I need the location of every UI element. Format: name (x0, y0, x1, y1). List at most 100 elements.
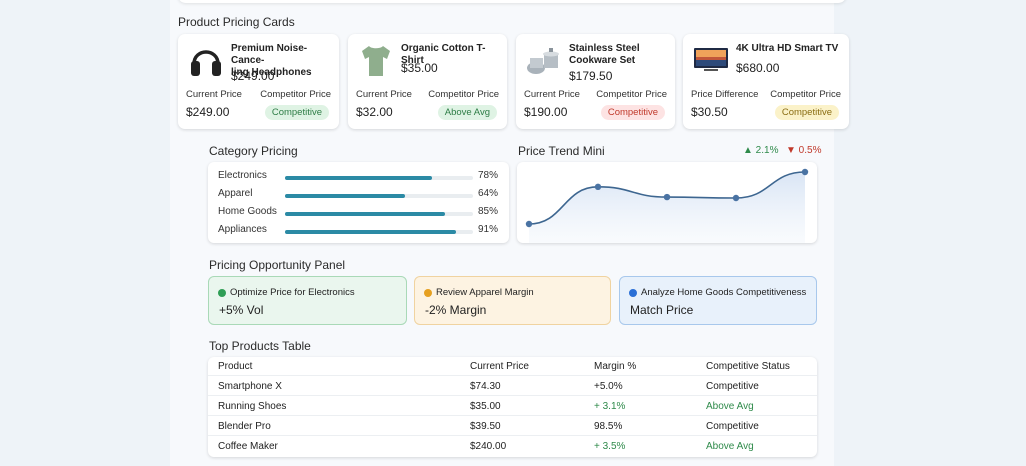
current-price-value: $32.00 (356, 105, 393, 119)
category-bar-fill (285, 230, 457, 234)
product-name: 4K Ultra HD Smart TV (736, 43, 839, 54)
opportunity-value: +5% Vol (219, 303, 264, 317)
price-trend-title: Price Trend Mini (518, 144, 605, 158)
category-pricing-title: Category Pricing (209, 144, 298, 158)
status-dot (424, 289, 432, 297)
opportunity-value: -2% Margin (425, 303, 487, 317)
status-badge: Above Avg (437, 105, 497, 120)
current-price-value: $249.00 (186, 105, 230, 119)
cell-product: Smartphone X (218, 381, 282, 392)
cell-margin: + 3.1% (594, 401, 626, 412)
header-competitive-status: Competitive Status (706, 361, 790, 372)
table-row[interactable]: Smartphone X $74.30 +5.0% Competitive (208, 377, 817, 396)
price-trend-box (517, 162, 817, 243)
headphones-icon (191, 50, 221, 76)
product-card-tshirt[interactable]: Organic Cotton T-Shirt $35.00 Current Pr… (348, 34, 507, 129)
category-label: Home Goods (218, 206, 277, 217)
trend-up-indicator: ▲ 2.1% (743, 145, 779, 156)
product-price: $35.00 (401, 61, 438, 75)
product-name: Stainless Steel Cookware Set (569, 43, 640, 66)
top-bar (178, 0, 846, 3)
opportunity-card-home-goods[interactable]: Analyze Home Goods Competitiveness Match… (619, 276, 817, 325)
category-bar-track (285, 194, 473, 198)
category-row-appliances: Appliances 91% (218, 224, 498, 238)
category-row-apparel: Apparel 64% (218, 188, 498, 202)
category-percent: 78% (477, 170, 498, 181)
category-bar-track (285, 230, 473, 234)
status-badge: Competitive (600, 105, 665, 120)
opportunity-card-electronics[interactable]: Optimize Price for Electronics +5% Vol (208, 276, 407, 325)
cell-status: Competitive (706, 381, 759, 392)
status-dot (218, 289, 226, 297)
category-row-electronics: Electronics 78% (218, 170, 498, 184)
cell-margin: + 3.5% (594, 441, 626, 452)
top-products-table: Product Current Price Margin % Competiti… (208, 357, 817, 457)
table-header: Product Current Price Margin % Competiti… (208, 357, 817, 376)
tshirt-icon (362, 46, 390, 76)
competitor-price-label: Competitor Price (428, 89, 499, 100)
trend-point (801, 168, 809, 176)
product-price: $680.00 (736, 61, 780, 75)
price-trend-chart (525, 168, 809, 243)
category-pricing-box: Electronics 78% Apparel 64% Home Goods 8… (208, 162, 509, 243)
cell-product: Coffee Maker (218, 441, 278, 452)
category-percent: 85% (477, 206, 498, 217)
category-label: Electronics (218, 170, 267, 181)
category-percent: 91% (477, 224, 498, 235)
cell-price: $35.00 (470, 401, 501, 412)
cell-margin: 98.5% (594, 421, 623, 432)
cookware-icon (527, 48, 559, 74)
trend-point (594, 183, 602, 191)
opportunity-value: Match Price (630, 303, 694, 317)
category-bar-track (285, 212, 473, 216)
product-price: $249.00 (231, 69, 275, 83)
cards-section-title: Product Pricing Cards (178, 15, 295, 29)
category-bar-track (285, 176, 473, 180)
current-price-label: Current Price (356, 89, 412, 100)
competitor-price-label: Competitor Price (770, 89, 841, 100)
cell-status: Above Avg (706, 441, 754, 452)
opportunity-title: Optimize Price for Electronics (230, 287, 355, 298)
opportunity-panel-title: Pricing Opportunity Panel (209, 258, 346, 272)
trend-point (663, 193, 671, 201)
category-row-home-goods: Home Goods 85% (218, 206, 498, 220)
cell-price: $74.30 (470, 381, 501, 392)
table-row[interactable]: Coffee Maker $240.00 + 3.5% Above Avg (208, 437, 817, 456)
cell-product: Running Shoes (218, 401, 287, 412)
product-name: Premium Noise-Cance-ling Headphones (231, 43, 312, 78)
category-bar-fill (285, 194, 406, 198)
category-percent: 64% (477, 188, 498, 199)
price-difference-label: Price Difference (691, 89, 759, 100)
cell-margin: +5.0% (594, 381, 623, 392)
trend-area (529, 172, 805, 243)
table-row[interactable]: Blender Pro $39.50 98.5% Competitive (208, 417, 817, 436)
product-name: Organic Cotton T-Shirt (401, 43, 486, 66)
product-card-tv[interactable]: 4K Ultra HD Smart TV $680.00 Price Diffe… (683, 34, 849, 129)
opportunity-card-apparel[interactable]: Review Apparel Margin -2% Margin (414, 276, 611, 325)
trend-down-indicator: ▼ 0.5% (786, 145, 822, 156)
trend-point (732, 194, 740, 202)
cell-status: Above Avg (706, 401, 754, 412)
top-products-title: Top Products Table (209, 339, 311, 353)
status-dot (629, 289, 637, 297)
cell-status: Competitive (706, 421, 759, 432)
current-price-label: Current Price (524, 89, 580, 100)
table-row[interactable]: Running Shoes $35.00 + 3.1% Above Avg (208, 397, 817, 416)
category-bar-fill (285, 176, 432, 180)
product-card-headphones[interactable]: Premium Noise-Cance-ling Headphones $249… (178, 34, 339, 129)
current-price-label: Current Price (186, 89, 242, 100)
cell-product: Blender Pro (218, 421, 271, 432)
cell-price: $39.50 (470, 421, 501, 432)
category-label: Apparel (218, 188, 253, 199)
current-price-value: $190.00 (524, 105, 568, 119)
header-product: Product (218, 361, 253, 372)
category-label: Appliances (218, 224, 267, 235)
cell-price: $240.00 (470, 441, 507, 452)
opportunity-title: Analyze Home Goods Competitiveness (641, 287, 807, 298)
status-badge: Competitive (264, 105, 329, 120)
opportunity-title: Review Apparel Margin (436, 287, 534, 298)
product-card-cookware[interactable]: Stainless Steel Cookware Set $179.50 Curr… (516, 34, 675, 129)
header-current-price: Current Price (470, 361, 529, 372)
status-badge: Competitive (774, 105, 839, 120)
competitor-price-label: Competitor Price (596, 89, 667, 100)
